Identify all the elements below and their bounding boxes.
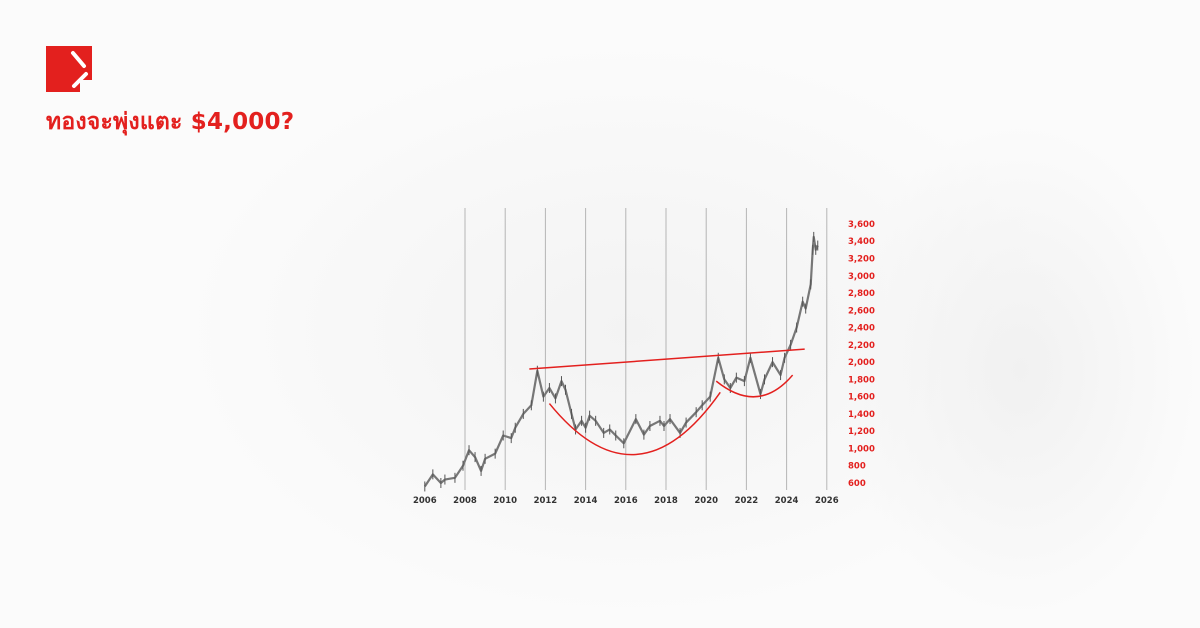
cup-curve xyxy=(548,391,721,456)
resistance-line xyxy=(529,348,805,370)
y-tick-label: 3,400 xyxy=(848,237,875,247)
y-tick-label: 800 xyxy=(848,462,866,472)
y-tick-label: 2,000 xyxy=(848,358,875,368)
y-tick-label: 2,600 xyxy=(848,306,875,316)
x-tick-label: 2008 xyxy=(453,496,477,506)
x-tick-label: 2018 xyxy=(654,496,678,506)
y-tick-label: 1,800 xyxy=(848,375,875,385)
x-tick-label: 2016 xyxy=(614,496,638,506)
x-tick-label: 2026 xyxy=(815,496,839,506)
y-tick-label: 1,000 xyxy=(848,444,875,454)
y-tick-label: 3,600 xyxy=(848,220,875,230)
background-shape xyxy=(840,120,1200,620)
x-tick-label: 2024 xyxy=(775,496,799,506)
y-tick-label: 3,000 xyxy=(848,272,875,282)
page-title: ทองจะพุ่งแตะ $4,000? xyxy=(46,109,295,135)
y-tick-label: 600 xyxy=(848,479,866,489)
y-tick-label: 2,800 xyxy=(848,289,875,299)
x-tick-label: 2022 xyxy=(735,496,759,506)
brand-logo xyxy=(46,46,92,92)
x-tick-label: 2014 xyxy=(574,496,598,506)
x-tick-label: 2012 xyxy=(534,496,558,506)
handle-curve xyxy=(715,374,794,398)
y-tick-label: 3,200 xyxy=(848,254,875,264)
x-tick-label: 2006 xyxy=(413,496,437,506)
y-tick-label: 1,200 xyxy=(848,427,875,437)
y-tick-label: 2,200 xyxy=(848,341,875,351)
y-tick-label: 2,400 xyxy=(848,324,875,334)
x-tick-label: 2010 xyxy=(493,496,517,506)
x-tick-label: 2020 xyxy=(694,496,718,506)
y-tick-label: 1,600 xyxy=(848,393,875,403)
y-tick-label: 1,400 xyxy=(848,410,875,420)
